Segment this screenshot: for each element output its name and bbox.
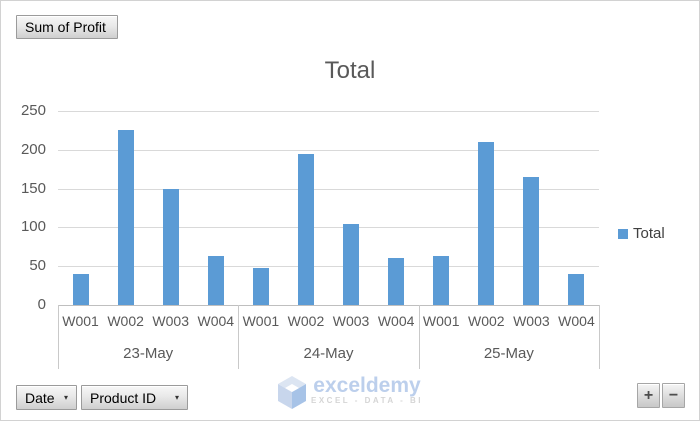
x-axis-line bbox=[58, 305, 599, 306]
x-axis-category-label: W004 bbox=[197, 313, 235, 329]
value-field-label: Sum of Profit bbox=[25, 19, 106, 35]
bar[interactable] bbox=[388, 258, 405, 305]
bar[interactable] bbox=[117, 130, 134, 305]
x-axis-group-label: 25-May bbox=[483, 345, 534, 362]
date-field-label: Date bbox=[25, 389, 55, 406]
gridline bbox=[58, 149, 599, 151]
collapse-field-button[interactable]: − bbox=[662, 383, 685, 408]
bar[interactable] bbox=[343, 223, 360, 305]
x-axis-category-label: W003 bbox=[513, 313, 550, 329]
watermark-brand: exceldemy bbox=[313, 374, 421, 397]
gridline bbox=[58, 188, 599, 190]
product-id-field-label: Product ID bbox=[90, 389, 157, 406]
watermark-text: exceldemy EXCEL - DATA - BI bbox=[311, 374, 423, 405]
bar[interactable] bbox=[568, 273, 585, 305]
watermark-tagline: EXCEL - DATA - BI bbox=[311, 396, 423, 405]
bar[interactable] bbox=[252, 267, 269, 305]
legend-label: Total bbox=[633, 225, 665, 242]
y-axis-tick-label: 100 bbox=[20, 218, 46, 236]
legend[interactable]: Total bbox=[618, 225, 665, 242]
bar[interactable] bbox=[72, 273, 89, 305]
y-axis-tick-label: 0 bbox=[37, 296, 46, 313]
x-axis-category-label: W004 bbox=[377, 313, 415, 329]
gridline bbox=[58, 266, 599, 268]
y-axis-tick-label: 50 bbox=[29, 257, 46, 275]
date-field-button[interactable]: Date ▾ bbox=[16, 385, 77, 410]
product-id-field-button[interactable]: Product ID ▾ bbox=[81, 385, 188, 410]
bar[interactable] bbox=[478, 142, 495, 305]
x-axis-category-label: W003 bbox=[332, 313, 370, 329]
expand-field-button[interactable]: + bbox=[637, 383, 660, 408]
watermark: exceldemy EXCEL - DATA - BI bbox=[277, 374, 423, 414]
category-separator bbox=[238, 305, 240, 369]
chevron-down-icon: ▾ bbox=[63, 393, 68, 402]
x-axis-group-label: 24-May bbox=[303, 345, 354, 362]
x-axis-category-label: W004 bbox=[558, 313, 595, 329]
exceldemy-cube-icon bbox=[277, 376, 307, 414]
value-field-button[interactable]: Sum of Profit bbox=[16, 15, 118, 39]
x-axis-category-label: W003 bbox=[152, 313, 189, 329]
y-axis-tick-label: 200 bbox=[20, 140, 46, 158]
y-axis-tick-label: 150 bbox=[20, 179, 46, 197]
chart-title: Total bbox=[324, 57, 376, 84]
bar[interactable] bbox=[433, 256, 450, 305]
bar[interactable] bbox=[207, 256, 224, 305]
x-axis-category-label: W001 bbox=[62, 313, 99, 329]
x-axis-group-label: 23-May bbox=[123, 345, 174, 362]
x-axis-category-label: W002 bbox=[287, 313, 325, 329]
legend-swatch-icon bbox=[618, 228, 628, 239]
y-axis-tick-label: 250 bbox=[20, 102, 46, 119]
bar[interactable] bbox=[162, 188, 179, 305]
x-axis-category-label: W001 bbox=[242, 313, 280, 329]
x-axis-category-label: W002 bbox=[468, 313, 505, 329]
gridline bbox=[58, 227, 599, 229]
bar[interactable] bbox=[297, 153, 314, 305]
category-separator bbox=[599, 305, 600, 369]
category-separator bbox=[418, 305, 420, 369]
bar[interactable] bbox=[523, 176, 540, 305]
chevron-down-icon: ▾ bbox=[174, 393, 179, 402]
category-separator bbox=[58, 305, 59, 369]
gridline bbox=[58, 111, 599, 112]
x-axis-category-label: W001 bbox=[422, 313, 460, 329]
x-axis-category-label: W002 bbox=[107, 313, 144, 329]
